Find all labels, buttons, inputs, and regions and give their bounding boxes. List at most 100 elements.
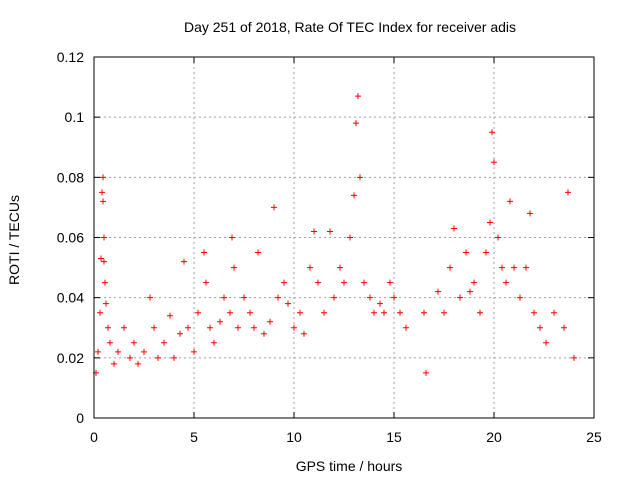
data-point: [271, 204, 277, 211]
data-points: [93, 93, 577, 376]
data-point: [161, 339, 167, 346]
data-point: [499, 264, 505, 271]
data-point: [281, 279, 287, 286]
data-point: [507, 198, 513, 205]
x-tick-label: 15: [386, 429, 402, 445]
data-point: [503, 279, 509, 286]
data-point: [95, 348, 101, 355]
data-point: [275, 294, 281, 301]
data-point: [105, 324, 111, 331]
data-point: [191, 348, 197, 355]
data-point: [517, 294, 523, 301]
data-point: [315, 279, 321, 286]
data-point: [111, 360, 117, 367]
data-point: [211, 339, 217, 346]
data-point: [367, 294, 373, 301]
data-point: [331, 294, 337, 301]
y-tick-label: 0.06: [57, 230, 84, 246]
data-point: [347, 234, 353, 241]
data-point: [301, 330, 307, 337]
data-point: [251, 324, 257, 331]
y-tick-label: 0: [76, 410, 84, 426]
data-point: [241, 294, 247, 301]
data-point: [231, 264, 237, 271]
data-point: [127, 354, 133, 361]
y-tick-label: 0.12: [57, 49, 84, 65]
data-point: [151, 324, 157, 331]
data-point: [421, 309, 427, 316]
data-point: [397, 309, 403, 316]
x-axis-label: GPS time / hours: [296, 458, 403, 474]
data-point: [207, 324, 213, 331]
data-point: [327, 228, 333, 235]
data-point: [495, 234, 501, 241]
data-point: [435, 288, 441, 295]
data-point: [167, 312, 173, 319]
data-point: [177, 330, 183, 337]
data-point: [171, 354, 177, 361]
data-point: [341, 279, 347, 286]
data-point: [261, 330, 267, 337]
data-point: [321, 309, 327, 316]
data-point: [565, 189, 571, 196]
x-tick-label: 5: [190, 429, 198, 445]
y-tick-label: 0.02: [57, 350, 84, 366]
data-point: [101, 258, 107, 265]
data-point: [103, 300, 109, 307]
data-point: [543, 339, 549, 346]
y-tick-label: 0.1: [65, 109, 85, 125]
data-point: [229, 234, 235, 241]
data-point: [571, 354, 577, 361]
data-point: [135, 360, 141, 367]
data-point: [291, 324, 297, 331]
data-point: [155, 354, 161, 361]
data-point: [551, 309, 557, 316]
data-point: [451, 225, 457, 232]
data-point: [391, 294, 397, 301]
data-point: [131, 339, 137, 346]
data-point: [98, 255, 104, 262]
data-point: [100, 174, 106, 181]
data-point: [247, 309, 253, 316]
data-point: [387, 279, 393, 286]
data-point: [195, 309, 201, 316]
data-point: [357, 174, 363, 181]
data-point: [102, 279, 108, 286]
data-point: [483, 249, 489, 256]
data-point: [371, 309, 377, 316]
data-point: [353, 120, 359, 127]
data-point: [447, 264, 453, 271]
x-tick-label: 10: [286, 429, 302, 445]
data-point: [467, 288, 473, 295]
data-point: [181, 258, 187, 265]
data-point: [491, 159, 497, 166]
chart-title: Day 251 of 2018, Rate Of TEC Index for r…: [184, 19, 516, 35]
data-point: [537, 324, 543, 331]
y-axis-label: ROTI / TECUs: [6, 195, 22, 285]
data-point: [297, 309, 303, 316]
data-point: [337, 264, 343, 271]
data-point: [97, 309, 103, 316]
grid: [94, 57, 594, 418]
data-point: [377, 300, 383, 307]
data-point: [141, 348, 147, 355]
data-point: [285, 300, 291, 307]
data-point: [361, 279, 367, 286]
data-point: [267, 318, 273, 325]
data-point: [107, 339, 113, 346]
data-point: [227, 309, 233, 316]
data-point: [311, 228, 317, 235]
data-point: [99, 189, 105, 196]
data-point: [423, 369, 429, 376]
data-point: [511, 264, 517, 271]
y-tick-label: 0.08: [57, 169, 84, 185]
data-point: [531, 309, 537, 316]
data-point: [355, 93, 361, 100]
data-point: [221, 294, 227, 301]
x-tick-label: 0: [90, 429, 98, 445]
data-point: [115, 348, 121, 355]
data-point: [203, 279, 209, 286]
axes: 0 5 10 15 20 25 0 0.02 0.04 0.06 0.08 0.1 0.12: [57, 49, 602, 445]
